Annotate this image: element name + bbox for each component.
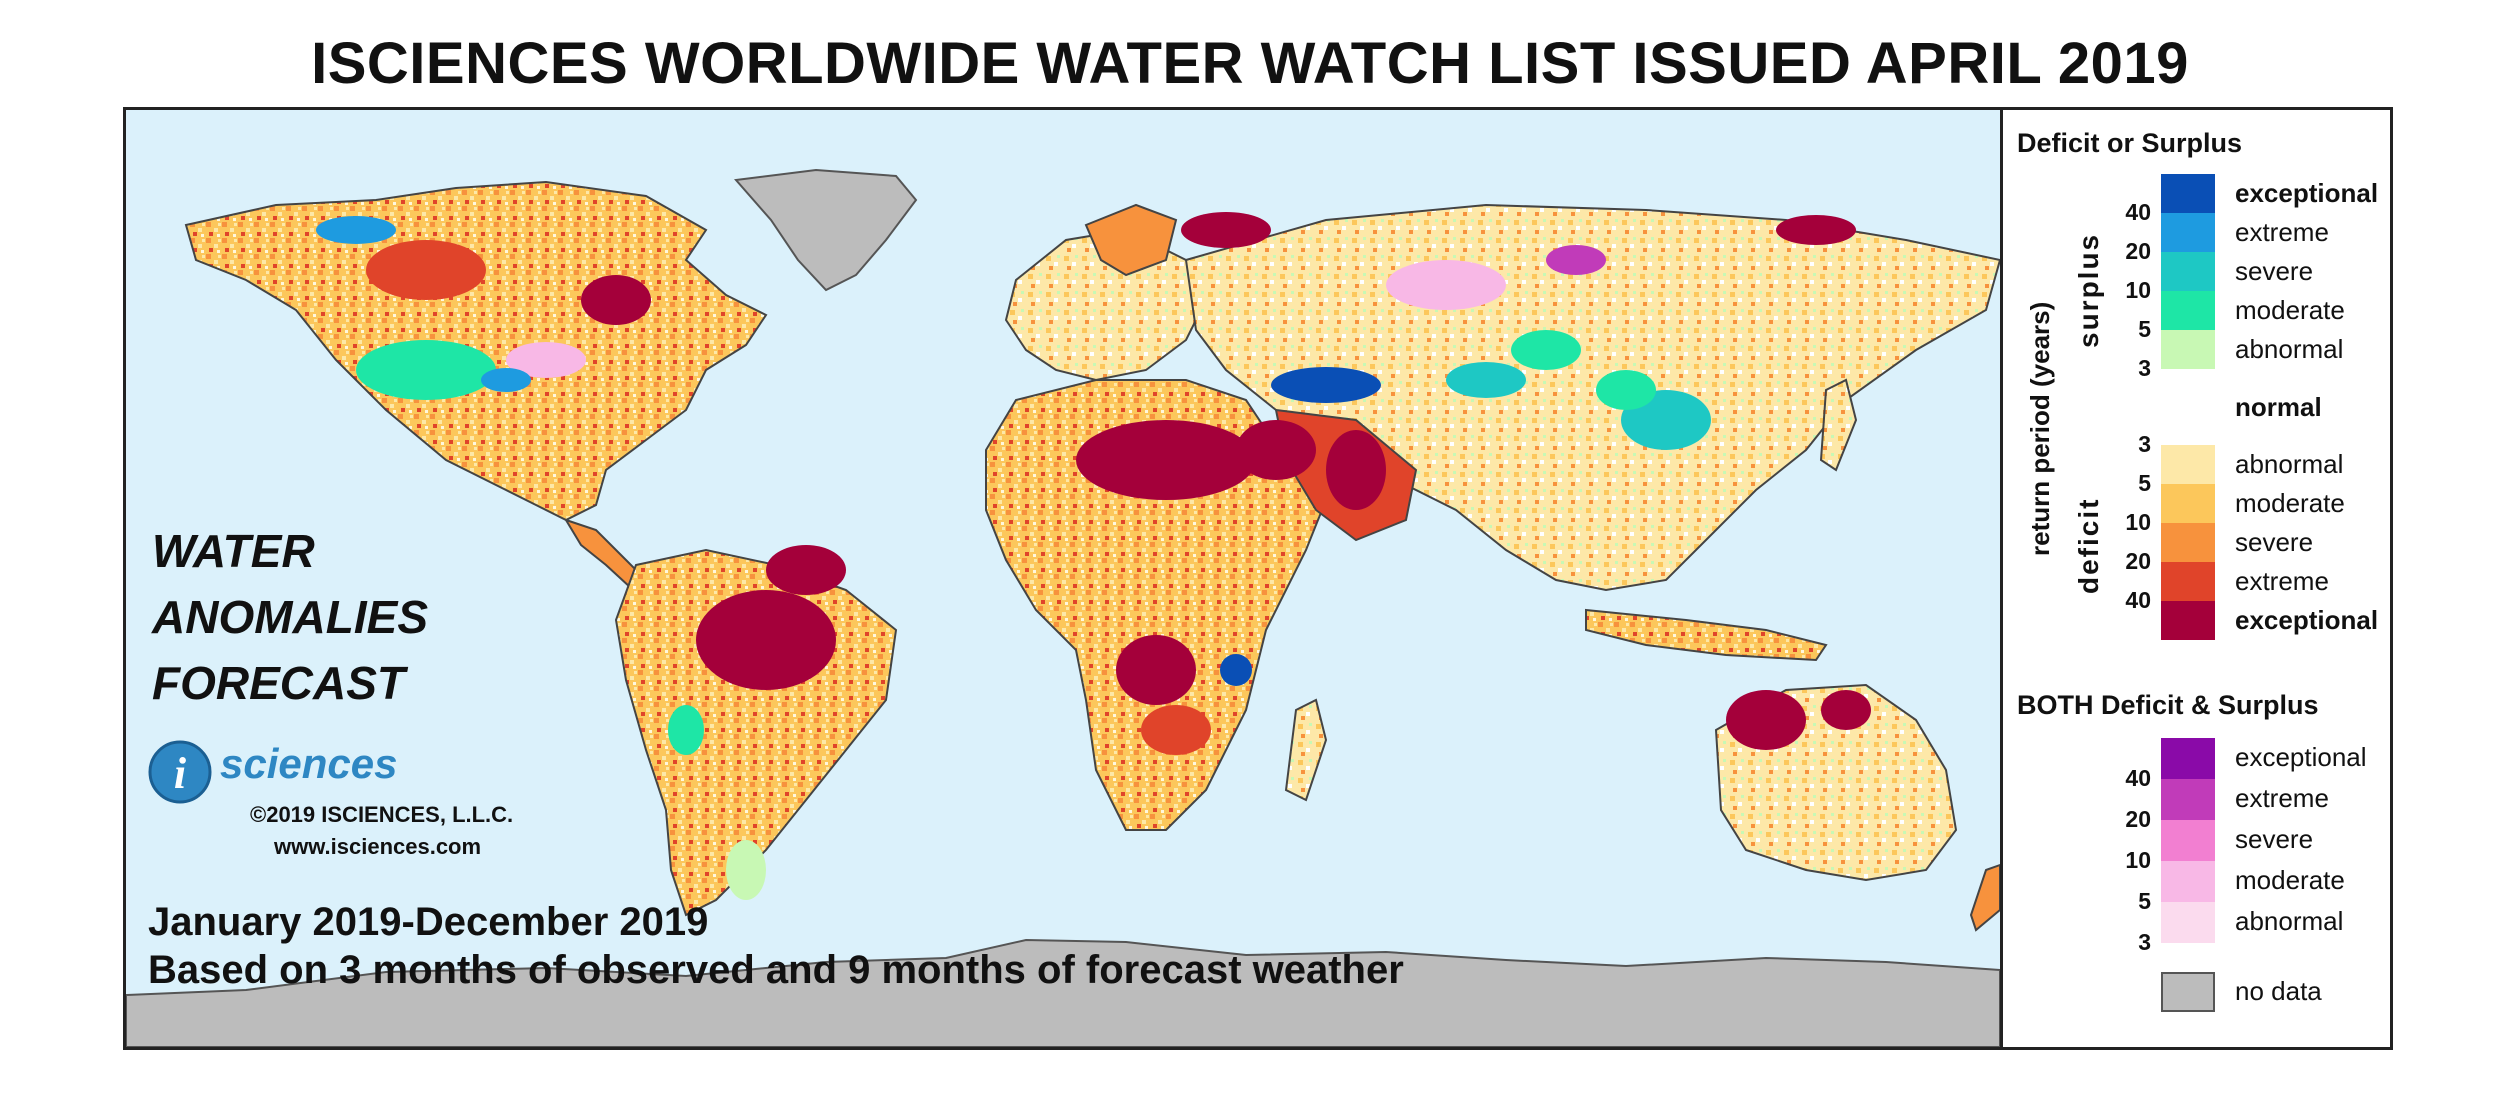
- anomaly-title: WATER ANOMALIES FORECAST: [152, 518, 428, 716]
- indonesia-landmass: [1585, 608, 1828, 662]
- swatch-both-exceptional: [2161, 738, 2215, 779]
- swatch-deficit-extreme: [2161, 562, 2215, 601]
- swatch-both-abnormal: [2161, 902, 2215, 943]
- legend-label-no-data: no data: [2235, 976, 2322, 1006]
- greenland-landmass: [734, 168, 918, 292]
- new-zealand-landmass: [1969, 863, 2000, 932]
- both-tick: 10: [2125, 847, 2151, 873]
- legend-label: moderate: [2235, 295, 2345, 325]
- anomaly-title-line: WATER: [152, 525, 315, 577]
- swatch-no-data: [2161, 972, 2215, 1012]
- madagascar-landmass: [1284, 698, 1328, 802]
- legend-label: exceptional: [2235, 605, 2379, 635]
- surplus-tick: 20: [2125, 238, 2151, 264]
- swatch-deficit-abnormal: [2161, 445, 2215, 484]
- deficit-tick: 10: [2125, 509, 2151, 535]
- legend-label: abnormal: [2235, 334, 2344, 364]
- svg-text:i: i: [174, 749, 187, 798]
- legend-title-both: BOTH Deficit & Surplus: [2017, 690, 2319, 720]
- surplus-tick: 40: [2125, 199, 2151, 225]
- legend-label: moderate: [2235, 488, 2345, 518]
- legend-label: moderate: [2235, 865, 2345, 895]
- surplus-tick: 5: [2138, 316, 2151, 342]
- both-tick: 40: [2125, 765, 2151, 791]
- africa-landmass: [985, 379, 1328, 831]
- legend-label: extreme: [2235, 217, 2329, 247]
- deficit-tick: 40: [2125, 587, 2151, 613]
- japan-landmass: [1819, 378, 1858, 472]
- scandinavia-landmass: [1084, 203, 1178, 277]
- legend-label: severe: [2235, 256, 2314, 286]
- swatch-both-extreme: [2161, 779, 2215, 820]
- both-tick: 20: [2125, 806, 2151, 832]
- swatch-surplus-extreme: [2161, 213, 2215, 252]
- swatch-both-moderate: [2161, 861, 2215, 902]
- swatch-surplus-exceptional: [2161, 174, 2215, 213]
- swatch-surplus-severe: [2161, 252, 2215, 291]
- legend-panel: Deficit or Surplus return period (years)…: [2003, 107, 2393, 1050]
- swatch-normal: [2161, 369, 2215, 445]
- map-canvas: [126, 168, 2000, 1047]
- forecast-period: January 2019-December 2019: [148, 900, 709, 944]
- swatch-deficit-moderate: [2161, 484, 2215, 523]
- both-tick: 3: [2138, 929, 2151, 955]
- legend-label: abnormal: [2235, 906, 2344, 936]
- legend-title-deficit-surplus: Deficit or Surplus: [2017, 128, 2243, 158]
- anomaly-title-line: ANOMALIES: [152, 591, 428, 643]
- isciences-logo[interactable]: i sciences: [148, 738, 448, 808]
- legend-label: extreme: [2235, 566, 2329, 596]
- anomaly-hotspots: [316, 212, 1871, 900]
- swatch-deficit-exceptional: [2161, 601, 2215, 640]
- copyright-text: ©2019 ISCIENCES, L.L.C.: [250, 802, 514, 827]
- both-tick: 5: [2138, 888, 2151, 914]
- legend-label: severe: [2235, 824, 2314, 854]
- return-period-axis-label: return period (years): [2025, 301, 2055, 556]
- legend-label: severe: [2235, 527, 2314, 557]
- deficit-tick: 20: [2125, 548, 2151, 574]
- antarctica-landmass: [126, 938, 2000, 1047]
- swatch-both-severe: [2161, 820, 2215, 861]
- legend-label: exceptional: [2235, 178, 2379, 208]
- map-title: ISCIENCES WORLDWIDE WATER WATCH LIST ISS…: [311, 31, 2189, 96]
- logo-text: sciences: [220, 740, 398, 787]
- world-map[interactable]: WATER ANOMALIES FORECAST i sciences ©201…: [123, 107, 2003, 1050]
- legend-label: exceptional: [2235, 742, 2367, 772]
- website-link[interactable]: www.isciences.com: [274, 834, 482, 859]
- deficit-tick: 3: [2138, 431, 2151, 457]
- legend-label: abnormal: [2235, 449, 2344, 479]
- legend-label: normal: [2235, 392, 2322, 422]
- swatch-deficit-severe: [2161, 523, 2215, 562]
- surplus-tick: 3: [2138, 355, 2151, 381]
- swatch-surplus-abnormal: [2161, 330, 2215, 369]
- anomaly-title-line: FORECAST: [152, 657, 405, 709]
- swatch-surplus-moderate: [2161, 291, 2215, 330]
- surplus-tick: 10: [2125, 277, 2151, 303]
- forecast-basis: Based on 3 months of observed and 9 mont…: [148, 948, 1404, 992]
- deficit-tick: 5: [2138, 470, 2151, 496]
- i-circle-logo-icon: i: [148, 740, 212, 804]
- legend-label: extreme: [2235, 783, 2329, 813]
